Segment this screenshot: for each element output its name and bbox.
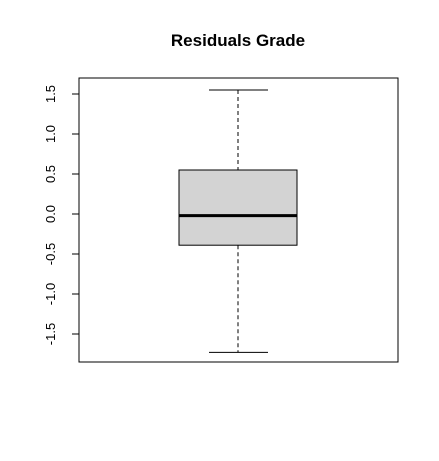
y-tick-label: 1.0 [43, 125, 58, 143]
box-group [178, 89, 298, 353]
y-tick-label: -1.5 [43, 323, 58, 345]
y-tick-label: 0.0 [43, 205, 58, 223]
y-tick-label: 0.5 [43, 165, 58, 183]
y-tick-label: -1.0 [43, 283, 58, 305]
chart-title: Residuals Grade [171, 31, 305, 50]
y-tick-label: 1.5 [43, 85, 58, 103]
y-tick-label: -0.5 [43, 243, 58, 265]
y-axis: -1.5 -1.0 -0.5 0.0 0.5 1.0 1.5 [43, 85, 80, 345]
iqr-box [178, 169, 298, 246]
